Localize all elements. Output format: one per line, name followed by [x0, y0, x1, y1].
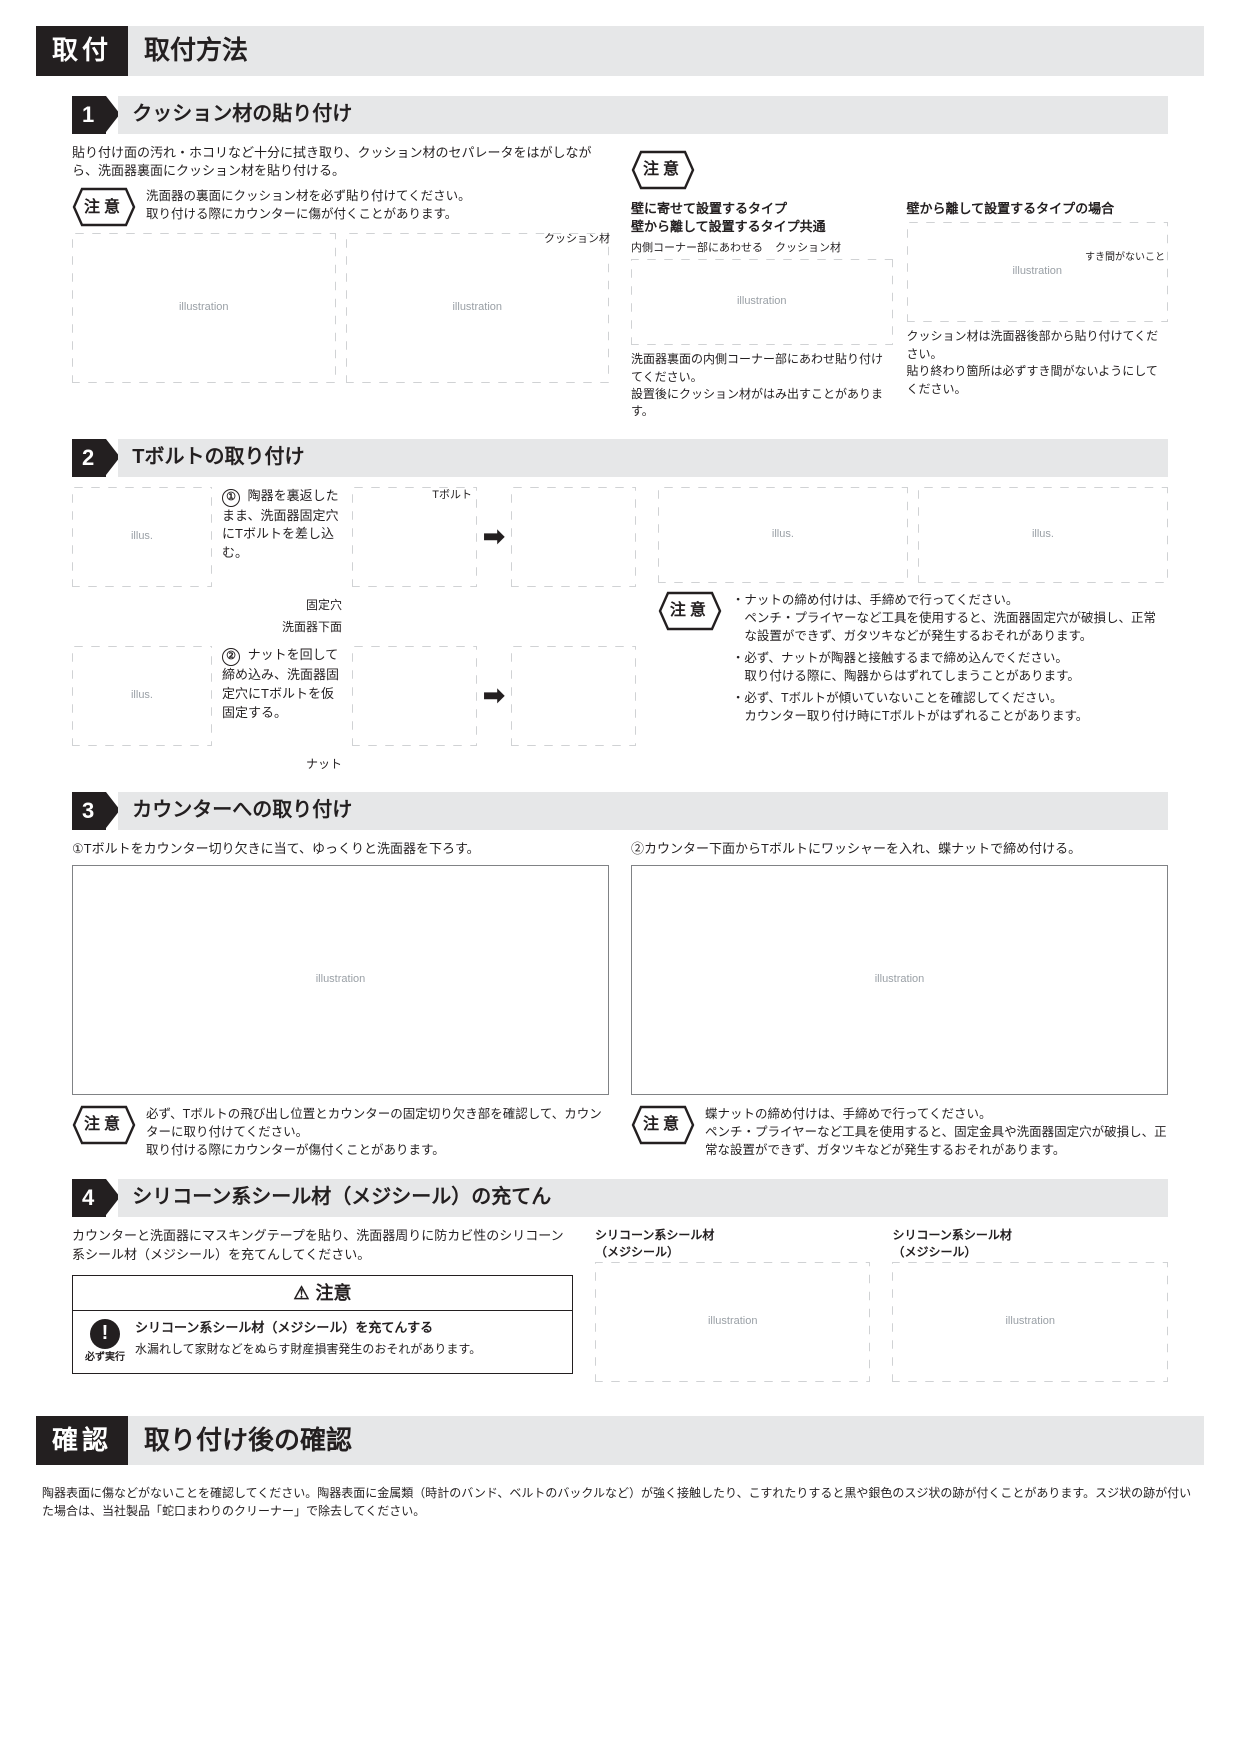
step-title: カウンターへの取り付け: [118, 792, 1168, 830]
caution-text: 洗面器の裏面にクッション材を必ず貼り付けてください。 取り付ける際にカウンターに…: [146, 187, 609, 223]
caution-text: 蝶ナットの締め付けは、手締めで行ってください。 ペンチ・プライヤーなど工具を使用…: [705, 1105, 1168, 1159]
label-seal-b: シリコーン系シール材 （メジシール）: [892, 1227, 1168, 1262]
illus-nut-after: [511, 646, 636, 746]
label-hole: 固定穴: [222, 597, 342, 614]
s1-rtxt1: 洗面器裏面の内側コーナー部にあわせ貼り付けてください。 設置後にクッション材がは…: [631, 351, 893, 421]
caution-hex-icon: 注意: [658, 591, 722, 631]
illus-basin-cushion-b: クッション材 illustration: [346, 233, 610, 383]
warning-panel: 注意 ! 必ず実行 シリコーン系シール材（メジシール）を充てんする 水漏れして家…: [72, 1275, 573, 1375]
label-no-gap: すき間がないこと: [1085, 251, 1165, 266]
illus-seal-b: illustration: [892, 1262, 1168, 1382]
illus-seal-a: illustration: [595, 1262, 871, 1382]
step-number: 4: [82, 1182, 94, 1214]
substep-1-badge: ①: [222, 489, 240, 507]
section-header-install: 取付 取付方法: [36, 26, 1204, 76]
illus-tbolt-after: [511, 487, 636, 587]
label-cushion: クッション材: [544, 232, 610, 248]
caution-hex-icon: 注意: [72, 1105, 136, 1145]
warning-bold: シリコーン系シール材（メジシール）を充てんする: [135, 1319, 481, 1338]
caution-step3-right: 注意 蝶ナットの締め付けは、手締めで行ってください。 ペンチ・プライヤーなど工具…: [631, 1105, 1168, 1159]
illus-tighten-nut: illus.: [72, 646, 212, 746]
caution-step2-list: ナットの締め付けは、手締めで行ってください。 ペンチ・プライヤーなど工具を使用す…: [732, 591, 1168, 730]
caution-step1-left: 注意 洗面器の裏面にクッション材を必ず貼り付けてください。 取り付ける際にカウン…: [72, 187, 609, 227]
step-title: クッション材の貼り付け: [118, 96, 1168, 134]
must-do-icon: ! 必ず実行: [85, 1319, 125, 1366]
section-title: 取付方法: [128, 26, 1204, 76]
section-header-check: 確認 取り付け後の確認: [36, 1416, 1204, 1466]
label-tbolt: Tボルト: [432, 488, 472, 504]
step-header-3: 3 カウンターへの取り付け: [72, 792, 1168, 830]
section-tag: 取付: [36, 26, 128, 76]
caution-text: 必ず、Tボルトの飛び出し位置とカウンターの固定切り欠き部を確認して、カウンターに…: [146, 1105, 609, 1159]
step-title: シリコーン系シール材（メジシール）の充てん: [118, 1179, 1168, 1217]
section-tag: 確認: [36, 1416, 128, 1466]
label-underside: 洗面器下面: [222, 619, 342, 636]
s1-rtxt2: クッション材は洗面器後部から貼り付けてください。 貼り終わり箇所は必ずすき間がな…: [907, 328, 1169, 398]
footer-text: 陶器表面に傷などがないことを確認してください。陶器表面に金属類（時計のバンド、ベ…: [42, 1485, 1198, 1520]
label-corner: 内側コーナー部にあわせる: [631, 241, 763, 257]
illus-nut-before: [352, 646, 477, 746]
arrow-icon: ➡: [483, 677, 505, 715]
illus-no-gap: すき間がないこと illustration: [907, 222, 1169, 322]
step-number: 1: [82, 99, 94, 131]
label-seal-a: シリコーン系シール材 （メジシール）: [595, 1227, 871, 1262]
arrow-icon: ➡: [483, 518, 505, 556]
illus-insert-tbolt: illus.: [72, 487, 212, 587]
step-number: 2: [82, 442, 94, 474]
step-header-1: 1 クッション材の貼り付け: [72, 96, 1168, 134]
step-header-2: 2 Tボルトの取り付け: [72, 439, 1168, 477]
substep-2-badge: ②: [222, 648, 240, 666]
step-title: Tボルトの取り付け: [118, 439, 1168, 477]
illus-corner-align: illustration: [631, 259, 893, 345]
illus-bolt-alt: illus.: [918, 487, 1168, 583]
s1-rhead2: 壁から離して設置するタイプの場合: [907, 200, 1169, 219]
s4-lead: カウンターと洗面器にマスキングテープを貼り、洗面器周りに防カビ性のシリコーン系シ…: [72, 1227, 573, 1265]
caution-hex-icon: 注意: [631, 1105, 695, 1145]
warning-body: 水漏れして家財などをぬらす財産損害発生のおそれがあります。: [135, 1341, 481, 1358]
label-nut: ナット: [222, 756, 342, 773]
step1-lead: 貼り付け面の汚れ・ホコリなど十分に拭き取り、クッション材のセパレータをはがしなが…: [72, 144, 609, 182]
section-title: 取り付け後の確認: [128, 1416, 1204, 1466]
s3-a: ①Tボルトをカウンター切り欠きに当て、ゆっくりと洗面器を下ろす。: [72, 840, 609, 859]
step-number: 3: [82, 795, 94, 827]
illus-bolt-ok: illus.: [658, 487, 908, 583]
illus-tbolt-before: Tボルト: [352, 487, 477, 587]
caution-hex-icon: 注意: [72, 187, 136, 227]
illus-basin-cushion-a: illustration: [72, 233, 336, 383]
s3-b: ②カウンター下面からTボルトにワッシャーを入れ、蝶ナットで締め付ける。: [631, 840, 1168, 859]
warning-title: 注意: [73, 1276, 572, 1311]
caution-step3-left: 注意 必ず、Tボルトの飛び出し位置とカウンターの固定切り欠き部を確認して、カウン…: [72, 1105, 609, 1159]
s1-rhead1: 壁に寄せて設置するタイプ 壁から離して設置するタイプ共通: [631, 200, 893, 238]
step-header-4: 4 シリコーン系シール材（メジシール）の充てん: [72, 1179, 1168, 1217]
caution-step2: 注意 ナットの締め付けは、手締めで行ってください。 ペンチ・プライヤーなど工具を…: [658, 591, 1168, 730]
illus-lower-basin: illustration: [72, 865, 609, 1095]
caution-step1-right: 注意: [631, 150, 1168, 190]
label-cushion: クッション材: [775, 241, 841, 257]
illus-wingnut: illustration: [631, 865, 1168, 1095]
caution-hex-icon: 注意: [631, 150, 695, 190]
